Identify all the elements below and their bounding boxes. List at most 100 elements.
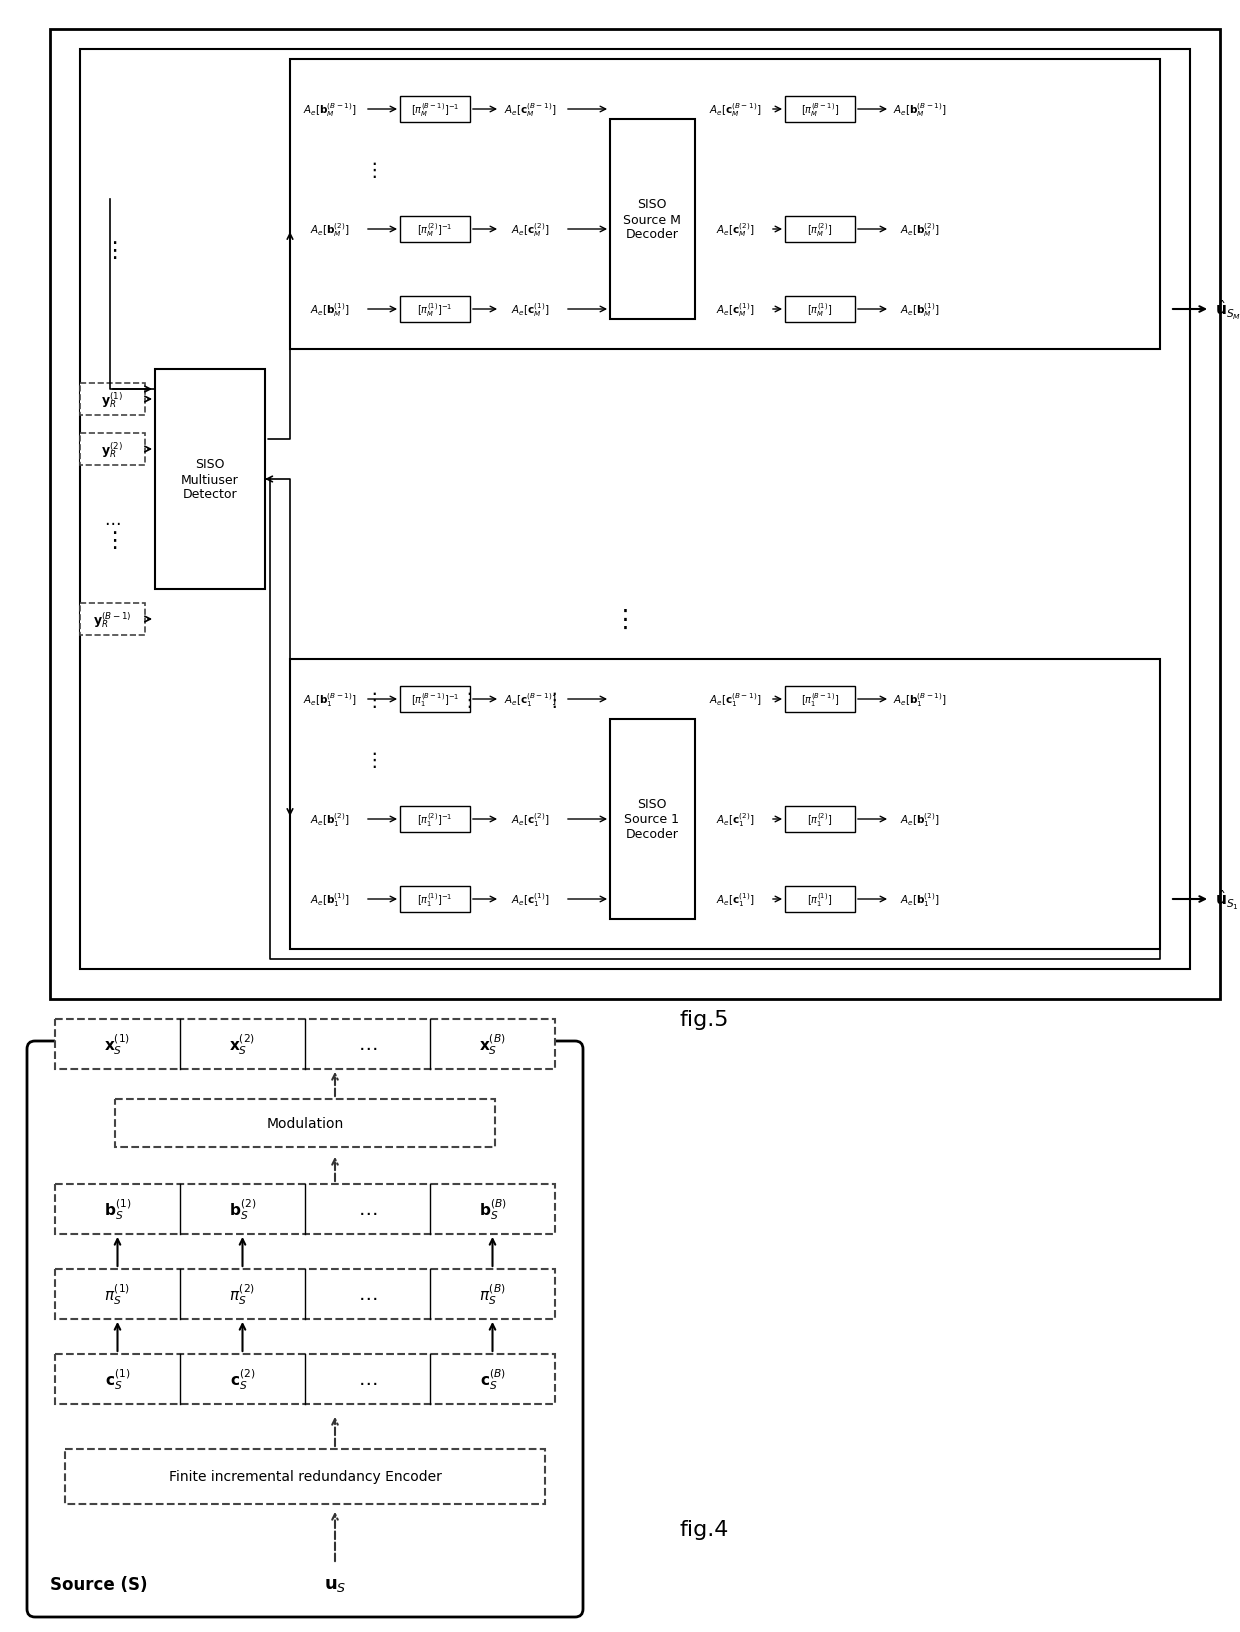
Text: $A_e[\mathbf{c}_1^{(B-1)}]$: $A_e[\mathbf{c}_1^{(B-1)}]$ — [709, 690, 761, 708]
Text: $[\pi_1^{(1)}]^{-1}$: $[\pi_1^{(1)}]^{-1}$ — [418, 891, 453, 909]
Bar — [81, 384, 145, 416]
Text: $\mathbf{y}_{R}^{(B-1)}$: $\mathbf{y}_{R}^{(B-1)}$ — [93, 610, 131, 630]
Text: SISO
Multiuser
Detector: SISO Multiuser Detector — [181, 459, 239, 501]
Text: SISO
Source 1
Decoder: SISO Source 1 Decoder — [625, 798, 680, 840]
Text: $A_e[\mathbf{c}_1^{(1)}]$: $A_e[\mathbf{c}_1^{(1)}]$ — [511, 891, 549, 909]
Text: $[\pi_M^{(B-1)}]$: $[\pi_M^{(B-1)}]$ — [801, 101, 839, 119]
Text: $A_e[\mathbf{b}_1^{(1)}]$: $A_e[\mathbf{b}_1^{(1)}]$ — [900, 891, 940, 909]
Text: $\vdots$: $\vdots$ — [543, 690, 557, 710]
Text: $\pi_{S}^{(1)}$: $\pi_{S}^{(1)}$ — [104, 1281, 130, 1307]
Bar — [610, 119, 694, 320]
Text: $\vdots$: $\vdots$ — [103, 238, 117, 261]
Text: $\vdots$: $\vdots$ — [613, 607, 627, 632]
Text: $[\pi_1^{(B-1)}]$: $[\pi_1^{(B-1)}]$ — [801, 690, 839, 708]
Bar — [785, 217, 856, 243]
Text: $A_e[\mathbf{c}_M^{(B-1)}]$: $A_e[\mathbf{c}_M^{(B-1)}]$ — [503, 101, 557, 119]
Text: $A_e[\mathbf{b}_1^{(2)}]$: $A_e[\mathbf{b}_1^{(2)}]$ — [900, 811, 940, 829]
Bar — [290, 659, 1159, 950]
Text: $A_e[\mathbf{c}_1^{(2)}]$: $A_e[\mathbf{c}_1^{(2)}]$ — [715, 811, 754, 829]
Text: $\ldots$: $\ldots$ — [358, 1035, 377, 1054]
Text: $\vdots$: $\vdots$ — [459, 690, 471, 710]
Text: $[\pi_1^{(B-1)}]^{-1}$: $[\pi_1^{(B-1)}]^{-1}$ — [410, 690, 459, 708]
Text: fig.5: fig.5 — [680, 1009, 729, 1030]
Bar — [55, 1270, 556, 1319]
Text: Finite incremental redundancy Encoder: Finite incremental redundancy Encoder — [169, 1469, 441, 1483]
Text: $A_e[\mathbf{b}_1^{(1)}]$: $A_e[\mathbf{b}_1^{(1)}]$ — [310, 891, 350, 909]
Text: $\mathbf{b}_{S}^{(1)}$: $\mathbf{b}_{S}^{(1)}$ — [104, 1196, 131, 1222]
Text: $\mathbf{c}_{S}^{(B)}$: $\mathbf{c}_{S}^{(B)}$ — [480, 1366, 506, 1392]
Text: $[\pi_1^{(1)}]$: $[\pi_1^{(1)}]$ — [807, 891, 832, 909]
Text: $\mathbf{c}_{S}^{(2)}$: $\mathbf{c}_{S}^{(2)}$ — [229, 1366, 255, 1392]
Text: $[\pi_M^{(2)}]$: $[\pi_M^{(2)}]$ — [807, 220, 832, 238]
Bar — [785, 687, 856, 713]
Bar — [785, 806, 856, 832]
Text: $A_e[\mathbf{c}_M^{(2)}]$: $A_e[\mathbf{c}_M^{(2)}]$ — [715, 220, 754, 238]
Text: $[\pi_M^{(1)}]^{-1}$: $[\pi_M^{(1)}]^{-1}$ — [418, 300, 453, 318]
Bar — [401, 806, 470, 832]
Text: $A_e[\mathbf{c}_1^{(B-1)}]$: $A_e[\mathbf{c}_1^{(B-1)}]$ — [503, 690, 557, 708]
Text: $A_e[\mathbf{c}_1^{(2)}]$: $A_e[\mathbf{c}_1^{(2)}]$ — [511, 811, 549, 829]
Text: $\hat{\mathbf{u}}_{S_M}$: $\hat{\mathbf{u}}_{S_M}$ — [1215, 299, 1240, 322]
Text: $\pi_{S}^{(B)}$: $\pi_{S}^{(B)}$ — [479, 1281, 506, 1307]
Text: $\vdots$: $\vdots$ — [103, 529, 117, 550]
Bar — [401, 96, 470, 122]
Text: $\mathbf{x}_{S}^{(1)}$: $\mathbf{x}_{S}^{(1)}$ — [104, 1031, 130, 1058]
Text: $A_e[\mathbf{b}_M^{(2)}]$: $A_e[\mathbf{b}_M^{(2)}]$ — [310, 220, 350, 238]
Text: $\ldots$: $\ldots$ — [358, 1284, 377, 1304]
Text: $A_e[\mathbf{b}_1^{(B-1)}]$: $A_e[\mathbf{b}_1^{(B-1)}]$ — [303, 690, 357, 708]
Bar — [401, 217, 470, 243]
Text: $\mathbf{x}_{S}^{(B)}$: $\mathbf{x}_{S}^{(B)}$ — [479, 1031, 506, 1058]
Text: Modulation: Modulation — [267, 1116, 343, 1131]
Bar — [610, 720, 694, 919]
Bar — [785, 886, 856, 912]
Text: $A_e[\mathbf{b}_M^{(1)}]$: $A_e[\mathbf{b}_M^{(1)}]$ — [900, 300, 940, 318]
Text: fig.4: fig.4 — [680, 1519, 729, 1539]
Text: $\ldots$: $\ldots$ — [358, 1200, 377, 1219]
Text: $A_e[\mathbf{b}_1^{(B-1)}]$: $A_e[\mathbf{b}_1^{(B-1)}]$ — [893, 690, 947, 708]
Text: $A_e[\mathbf{c}_1^{(1)}]$: $A_e[\mathbf{c}_1^{(1)}]$ — [715, 891, 754, 909]
Text: $\hat{\mathbf{u}}_{S_1}$: $\hat{\mathbf{u}}_{S_1}$ — [1215, 888, 1239, 911]
Text: SISO
Source M
Decoder: SISO Source M Decoder — [622, 199, 681, 242]
Text: $\ldots$: $\ldots$ — [358, 1369, 377, 1389]
Text: $\pi_{S}^{(2)}$: $\pi_{S}^{(2)}$ — [229, 1281, 255, 1307]
Bar — [81, 434, 145, 465]
Text: $\vdots$: $\vdots$ — [363, 749, 377, 770]
Text: $[\pi_M^{(B-1)}]^{-1}$: $[\pi_M^{(B-1)}]^{-1}$ — [410, 101, 459, 119]
Text: $\mathbf{u}_{S}$: $\mathbf{u}_{S}$ — [324, 1575, 346, 1593]
Text: $\mathbf{b}_{S}^{(2)}$: $\mathbf{b}_{S}^{(2)}$ — [229, 1196, 257, 1222]
Text: $A_e[\mathbf{b}_M^{(B-1)}]$: $A_e[\mathbf{b}_M^{(B-1)}]$ — [303, 101, 357, 119]
Bar — [55, 1020, 556, 1069]
Text: $A_e[\mathbf{b}_M^{(B-1)}]$: $A_e[\mathbf{b}_M^{(B-1)}]$ — [893, 101, 947, 119]
Text: $[\pi_1^{(2)}]$: $[\pi_1^{(2)}]$ — [807, 811, 832, 829]
Text: $A_e[\mathbf{c}_M^{(2)}]$: $A_e[\mathbf{c}_M^{(2)}]$ — [511, 220, 549, 238]
Text: $A_e[\mathbf{c}_M^{(1)}]$: $A_e[\mathbf{c}_M^{(1)}]$ — [511, 300, 549, 318]
Text: $A_e[\mathbf{b}_1^{(2)}]$: $A_e[\mathbf{b}_1^{(2)}]$ — [310, 811, 350, 829]
Bar — [81, 604, 145, 635]
Bar — [785, 297, 856, 323]
Bar — [50, 29, 1220, 999]
Text: $[\pi_1^{(2)}]^{-1}$: $[\pi_1^{(2)}]^{-1}$ — [418, 811, 453, 829]
Text: $A_e[\mathbf{c}_M^{(B-1)}]$: $A_e[\mathbf{c}_M^{(B-1)}]$ — [709, 101, 761, 119]
Text: $\mathbf{b}_{S}^{(B)}$: $\mathbf{b}_{S}^{(B)}$ — [479, 1196, 506, 1222]
Text: $[\pi_M^{(1)}]$: $[\pi_M^{(1)}]$ — [807, 300, 832, 318]
Bar — [81, 51, 1190, 969]
Text: $\ldots$: $\ldots$ — [104, 511, 120, 529]
Bar — [401, 687, 470, 713]
Bar — [290, 60, 1159, 349]
Text: $A_e[\mathbf{c}_M^{(1)}]$: $A_e[\mathbf{c}_M^{(1)}]$ — [715, 300, 754, 318]
Bar — [115, 1100, 495, 1147]
Text: $\vdots$: $\vdots$ — [363, 160, 377, 180]
Bar — [64, 1449, 546, 1505]
Bar — [401, 886, 470, 912]
Text: $\vdots$: $\vdots$ — [363, 690, 377, 710]
Text: $A_e[\mathbf{b}_M^{(2)}]$: $A_e[\mathbf{b}_M^{(2)}]$ — [900, 220, 940, 238]
Bar — [401, 297, 470, 323]
FancyBboxPatch shape — [27, 1041, 583, 1617]
Text: $\mathbf{y}_{R}^{(1)}$: $\mathbf{y}_{R}^{(1)}$ — [100, 390, 123, 410]
Bar — [785, 96, 856, 122]
Bar — [55, 1185, 556, 1234]
Text: $A_e[\mathbf{b}_M^{(1)}]$: $A_e[\mathbf{b}_M^{(1)}]$ — [310, 300, 350, 318]
Bar — [55, 1355, 556, 1404]
Text: $\mathbf{c}_{S}^{(1)}$: $\mathbf{c}_{S}^{(1)}$ — [105, 1366, 130, 1392]
Text: Source (S): Source (S) — [50, 1575, 148, 1593]
